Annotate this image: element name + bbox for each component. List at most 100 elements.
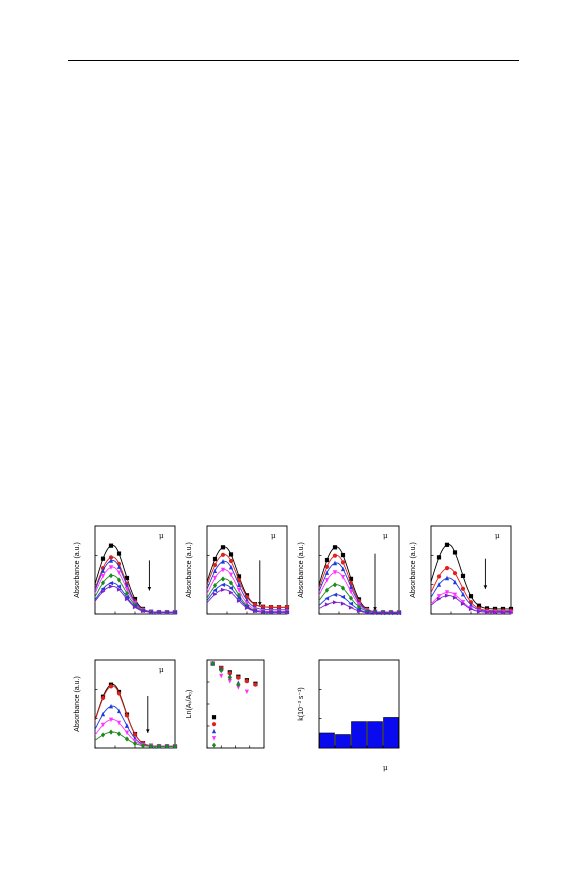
data-point [508,610,514,615]
data-point [236,675,241,680]
chart-panel-c: Absorbance (a.u.) μ [298,525,402,616]
data-point [324,578,330,583]
data-point [236,682,241,688]
arrow-head [147,587,152,591]
arrow-head [258,602,262,606]
data-point [436,594,442,599]
data-point [100,711,106,717]
data-point [252,602,258,607]
data-point [100,586,106,591]
data-point [236,574,242,579]
data-point [100,589,106,594]
bar-chart-xlabel: μ [383,764,388,772]
data-point [460,599,466,605]
data-point [468,606,474,612]
data-point [348,576,354,581]
data-point [484,610,490,615]
data-point [324,557,330,563]
data-point [116,720,122,726]
data-point [284,605,290,610]
data-point [468,602,474,607]
data-point [244,679,249,684]
data-point [436,555,442,560]
data-point [380,611,386,616]
legend-marker [211,728,217,734]
data-point [156,610,162,615]
data-point [436,582,442,587]
data-point [348,589,354,595]
data-point [444,566,450,571]
data-point [124,587,130,592]
data-point [116,691,122,696]
plot-frame-f [206,659,265,749]
panel-annotation: μ [159,666,164,674]
data-point [324,570,330,575]
data-point [124,736,130,742]
data-point [212,592,218,597]
data-point [148,743,154,749]
data-point [108,555,114,560]
data-point [452,579,458,585]
data-point [124,575,130,581]
data-point [236,598,242,603]
bar-5 [383,717,399,749]
data-point [100,732,106,738]
spectrum-series-5 [430,593,514,615]
data-point [452,595,458,600]
data-point [396,611,402,616]
data-point [220,545,226,550]
data-point [332,570,338,575]
data-point [444,593,450,598]
kinetics-series-2 [210,661,258,687]
data-point [276,605,282,610]
data-point [220,552,226,557]
spectrum-series-7 [206,587,290,615]
data-point [108,558,114,563]
data-point [100,556,106,561]
panel-annotation: μ [271,532,276,540]
kinetics-series-5 [210,660,241,688]
data-point [492,610,498,615]
chart-panel-e: Absorbance (a.u.) μ [74,659,178,749]
data-point [500,610,506,615]
data-point [340,566,346,572]
data-point [244,689,249,695]
data-point [220,576,226,582]
data-point [100,574,106,579]
data-point [436,574,442,579]
data-point [108,584,114,589]
data-point [372,610,378,616]
data-point [124,596,130,602]
data-point [332,545,338,550]
y-axis-label-g: k(10⁻³ s⁻¹) [298,687,305,720]
data-point [212,588,218,593]
data-point [364,608,370,614]
data-point [244,605,250,610]
data-point [364,610,370,615]
data-point [132,740,138,747]
legend-marker [211,742,217,748]
data-point [324,602,330,607]
spectrum-line [430,543,511,610]
data-point [348,605,354,610]
data-point [116,708,122,714]
data-point [132,605,138,610]
data-point [356,608,362,614]
page-header-rule [68,60,519,61]
data-point [108,581,114,586]
data-point [452,571,458,576]
data-point [132,732,138,737]
data-point [108,573,114,579]
data-point [444,542,450,547]
data-point [228,585,234,591]
data-point [348,595,354,601]
data-point [108,565,114,570]
data-point [108,717,114,723]
y-axis-label-c: Absorbance (a.u.) [298,542,305,598]
bar-2 [335,734,351,749]
data-point [476,603,482,608]
data-point [228,590,234,595]
chart-panel-f: Ln(Aₜ/A₀) [186,659,265,749]
data-point [227,671,232,676]
data-point [108,703,114,709]
